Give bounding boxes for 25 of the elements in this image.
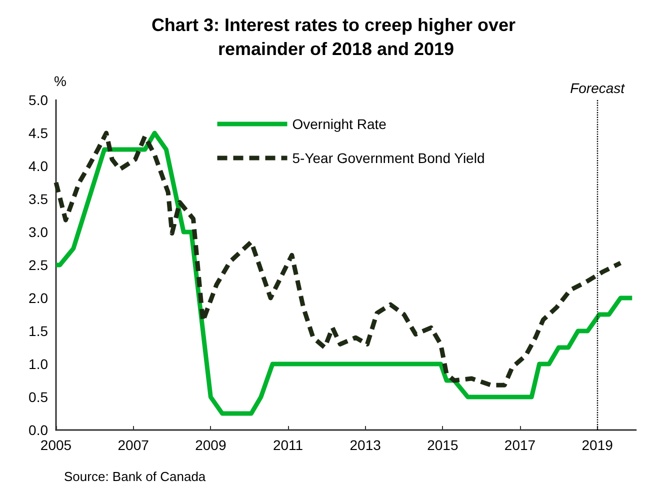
chart-title: Chart 3: Interest rates to creep higher over remainder of 2018 and 2019 [151, 15, 521, 59]
x-tick-label: 2005 [40, 437, 72, 453]
x-tick-label: 2017 [504, 437, 536, 453]
y-tick-label: 3.5 [28, 191, 48, 207]
x-tick-label: 2007 [118, 437, 150, 453]
x-tick-label: 2019 [582, 437, 614, 453]
y-tick-label: 3.0 [28, 224, 48, 240]
x-tick-label: 2015 [427, 437, 458, 453]
x-tick-label: 2013 [350, 437, 382, 453]
ref-line-label: Forecast [570, 80, 626, 96]
y-tick-label: 2.5 [28, 257, 48, 273]
legend-label: Overnight Rate [292, 116, 387, 132]
y-tick-label: 0.0 [28, 422, 48, 438]
y-axis-title: % [54, 73, 66, 89]
y-tick-label: 4.5 [28, 125, 48, 141]
source-note: Source: Bank of Canada [64, 469, 206, 484]
x-tick-label: 2009 [195, 437, 226, 453]
y-tick-label: 4.0 [28, 158, 48, 174]
legend-label: 5-Year Government Bond Yield [292, 150, 485, 166]
y-tick-label: 5.0 [28, 92, 48, 108]
y-tick-label: 1.5 [28, 323, 48, 339]
y-tick-label: 2.0 [28, 290, 48, 306]
x-tick-label: 2011 [272, 437, 304, 453]
y-tick-label: 0.5 [28, 389, 48, 405]
y-tick-label: 1.0 [28, 356, 48, 372]
